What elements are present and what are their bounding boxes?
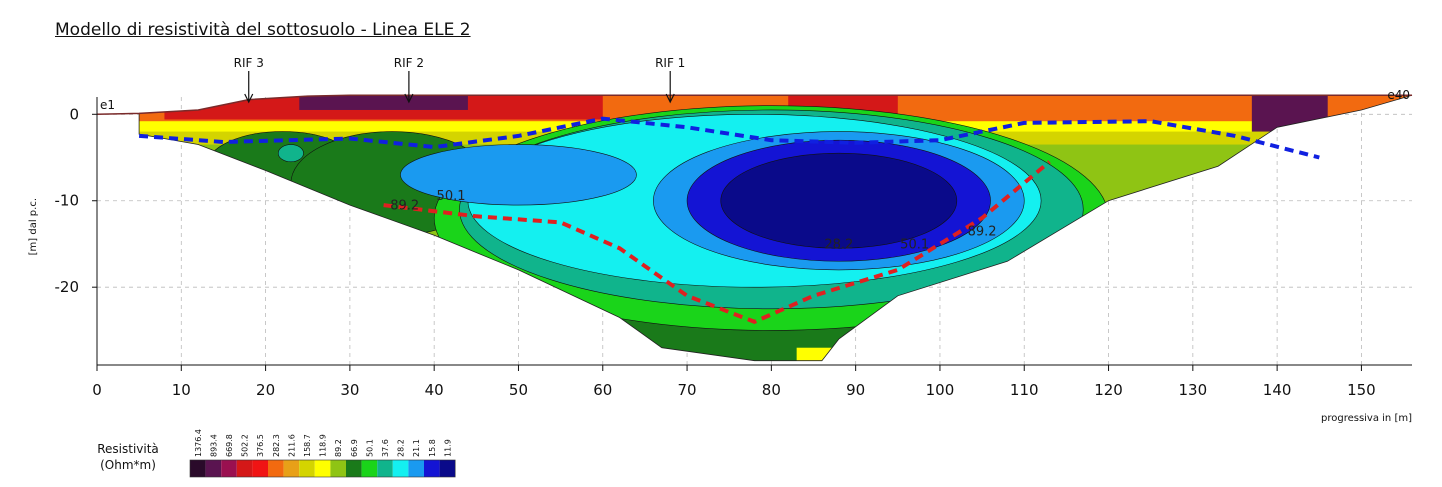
legend-value: 502.2 xyxy=(241,434,250,457)
legend-value: 893.4 xyxy=(209,434,218,457)
legend-value: 11.9 xyxy=(443,439,452,457)
x-tick-label: 140 xyxy=(1263,381,1292,399)
legend-unit: (Ohm*m) xyxy=(100,458,156,472)
resistivity-section xyxy=(139,95,1412,361)
reference-label: RIF 2 xyxy=(394,56,424,70)
legend-value: 118.9 xyxy=(319,434,328,457)
legend-swatch xyxy=(377,460,393,477)
x-tick-label: 20 xyxy=(256,381,275,399)
annotations: e1 e40 RIF 3 RIF 2 RIF 1 50.1 89.2 28.2 50.1 89.2 xyxy=(100,56,1410,252)
zone-band-893b xyxy=(1251,95,1328,132)
legend-frame xyxy=(189,459,456,478)
x-tick-label: 10 xyxy=(172,381,191,399)
x-tick-label: 120 xyxy=(1094,381,1123,399)
legend-swatch xyxy=(299,460,315,477)
y-tick-label: -10 xyxy=(55,192,80,210)
x-tick-label: 130 xyxy=(1179,381,1208,399)
legend: Resistività (Ohm*m) 1376.4 893.4 669.8 502.2 3… xyxy=(97,429,456,478)
electrode-label: e40 xyxy=(1387,88,1410,102)
reference-arrow-head xyxy=(244,93,254,104)
legend-value: 89.2 xyxy=(334,439,343,457)
y-axis-label: [m] dal p.c. xyxy=(28,198,39,255)
x-tick-label: 80 xyxy=(762,381,781,399)
contour-label: 50.1 xyxy=(437,189,466,204)
legend-swatch xyxy=(330,460,346,477)
zone-band-118b xyxy=(796,347,839,361)
chart-title: Modello di resistività del sottosuolo - … xyxy=(55,20,471,40)
x-tick-label: 40 xyxy=(425,381,444,399)
legend-value: 50.1 xyxy=(365,439,374,457)
x-tick-label: 60 xyxy=(593,381,612,399)
contour-label: 50.1 xyxy=(900,237,929,252)
reference-arrow-head xyxy=(404,93,414,104)
y-tick-label: -20 xyxy=(55,278,80,296)
ref-line-red xyxy=(383,160,1051,324)
reference-label: RIF 1 xyxy=(655,56,685,70)
x-tick-label: 30 xyxy=(340,381,359,399)
legend-swatch xyxy=(424,460,440,477)
electrode-label: e1 xyxy=(100,98,115,112)
legend-swatch xyxy=(439,460,456,477)
legend-value: 37.6 xyxy=(381,439,390,457)
x-tick-label: 100 xyxy=(926,381,955,399)
y-tick-label: 0 xyxy=(69,105,79,123)
x-tick-label: 110 xyxy=(1010,381,1039,399)
legend-value: 15.8 xyxy=(428,439,437,457)
contour-label: 89.2 xyxy=(968,224,997,239)
contour-label: 28.2 xyxy=(824,237,853,252)
legend-value: 376.5 xyxy=(256,434,265,457)
legend-value: 21.1 xyxy=(412,439,421,457)
axes: 0 10 20 30 40 50 60 70 80 90 100 110 120 130 140 150 0 -1… xyxy=(28,97,1412,424)
legend-swatch xyxy=(252,460,268,477)
legend-value: 669.8 xyxy=(225,434,234,457)
legend-value: 158.7 xyxy=(303,434,312,457)
legend-swatch xyxy=(236,460,253,477)
legend-value: 66.9 xyxy=(350,439,359,457)
x-tick-label: 50 xyxy=(509,381,528,399)
legend-swatch xyxy=(408,460,424,477)
legend-value: 1376.4 xyxy=(194,429,203,457)
zone-contour xyxy=(720,152,958,249)
reference-label: RIF 3 xyxy=(234,56,264,70)
zone-contour xyxy=(400,144,637,206)
x-tick-label: 150 xyxy=(1347,381,1376,399)
x-tick-label: 0 xyxy=(92,381,102,399)
x-axis-label: progressiva in [m] xyxy=(1321,413,1412,424)
legend-swatch xyxy=(392,460,409,477)
ref-line-blue xyxy=(138,116,1320,160)
x-tick-label: 90 xyxy=(846,381,865,399)
legend-swatch xyxy=(205,460,222,477)
reference-arrow-head xyxy=(665,93,675,104)
legend-swatch xyxy=(346,460,362,477)
legend-swatch xyxy=(190,460,206,477)
legend-swatch xyxy=(314,460,331,477)
legend-value: 28.2 xyxy=(397,439,406,457)
legend-swatch xyxy=(221,460,237,477)
legend-swatch xyxy=(283,460,300,477)
x-tick-label: 70 xyxy=(678,381,697,399)
legend-title: Resistività xyxy=(97,442,159,456)
legend-value: 282.3 xyxy=(272,434,281,457)
legend-swatch xyxy=(361,460,378,477)
legend-value: 211.6 xyxy=(287,434,296,457)
zone-contour xyxy=(277,144,304,163)
contour-label: 89.2 xyxy=(390,198,419,213)
legend-swatch xyxy=(268,460,284,477)
zone-band-893 xyxy=(299,95,468,110)
